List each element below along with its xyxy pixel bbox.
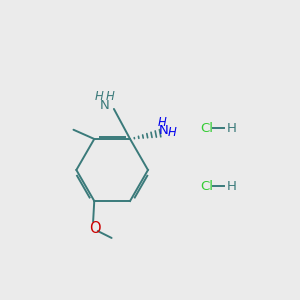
Text: H: H [158, 116, 167, 129]
Text: H: H [94, 90, 103, 103]
Text: O: O [90, 221, 101, 236]
Text: H: H [167, 125, 176, 139]
Text: H: H [226, 180, 236, 193]
Text: N: N [159, 124, 168, 137]
Text: N: N [100, 99, 110, 112]
Text: H: H [226, 122, 236, 135]
Text: Cl: Cl [200, 180, 213, 193]
Text: Cl: Cl [200, 122, 213, 135]
Text: H: H [106, 90, 115, 103]
